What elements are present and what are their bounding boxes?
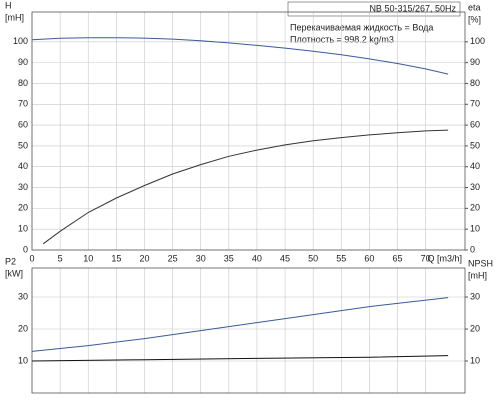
x-tick-label: 60 — [364, 253, 374, 263]
x-tick-label: 15 — [111, 253, 121, 263]
y2-tick-label: 0 — [470, 244, 475, 254]
y2-tick-label: 20 — [470, 203, 480, 213]
curve — [31, 355, 449, 362]
y-tick-label: 100 — [13, 36, 28, 46]
y-tick-label: 80 — [18, 78, 28, 88]
y2-tick-label: 50 — [470, 140, 480, 150]
y-axis-label: H — [5, 0, 12, 10]
y-tick-label: 60 — [18, 119, 28, 129]
density-note: Плотность = 998.2 kg/m3 — [290, 34, 394, 44]
x-tick-label: 30 — [196, 253, 206, 263]
x-tick-label: 5 — [58, 253, 63, 263]
x-tick-label: 50 — [308, 253, 318, 263]
y-tick-label: 0 — [23, 244, 28, 254]
y2-tick-label: 30 — [470, 291, 480, 301]
x-tick-label: 35 — [224, 253, 234, 263]
y2-axis-label: [%] — [468, 14, 481, 24]
x-axis-label: Q [m3/h] — [427, 253, 462, 263]
y-tick-label: 20 — [18, 323, 28, 333]
x-tick-label: 40 — [252, 253, 262, 263]
x-tick-label: 10 — [83, 253, 93, 263]
y2-tick-label: 30 — [470, 182, 480, 192]
x-tick-label: 45 — [280, 253, 290, 263]
y-tick-label: 40 — [18, 161, 28, 171]
curve — [31, 297, 449, 352]
y-tick-label: 70 — [18, 99, 28, 109]
y2-tick-label: 20 — [470, 323, 480, 333]
y-tick-label: 50 — [18, 140, 28, 150]
plot-frame — [31, 267, 466, 394]
x-tick-label: 0 — [29, 253, 34, 263]
curve — [31, 37, 449, 75]
title-box — [287, 1, 461, 17]
y-axis-label: [mH] — [5, 12, 24, 22]
y2-tick-label: 100 — [470, 36, 485, 46]
y-tick-label: 30 — [18, 291, 28, 301]
y2-tick-label: 40 — [470, 161, 480, 171]
y2-tick-label: 70 — [470, 99, 480, 109]
y2-axis-label: [mH] — [468, 270, 487, 280]
pump-title: NB 50-315/267, 50Hz — [369, 3, 456, 13]
y-tick-label: 10 — [18, 355, 28, 365]
y-axis-label: P2 — [5, 256, 16, 266]
y2-tick-label: 10 — [470, 355, 480, 365]
y-tick-label: 90 — [18, 57, 28, 67]
curve — [42, 129, 449, 245]
y-tick-label: 10 — [18, 224, 28, 234]
x-tick-label: 55 — [336, 253, 346, 263]
y-tick-label: 20 — [18, 203, 28, 213]
y2-axis-label: NPSH — [468, 258, 493, 268]
y-axis-label: [kW] — [5, 268, 23, 278]
x-tick-label: 20 — [139, 253, 149, 263]
x-tick-label: 70 — [421, 253, 431, 263]
x-tick-label: 25 — [168, 253, 178, 263]
y2-tick-label: 10 — [470, 224, 480, 234]
liquid-note: Перекачиваемая жидкость = Вода — [290, 22, 433, 32]
plot-frame — [31, 11, 466, 251]
y2-tick-label: 80 — [470, 78, 480, 88]
y-tick-label: 30 — [18, 182, 28, 192]
y2-tick-label: 60 — [470, 119, 480, 129]
x-tick-label: 65 — [393, 253, 403, 263]
y2-axis-label: eta — [468, 2, 481, 12]
y2-tick-label: 90 — [470, 57, 480, 67]
